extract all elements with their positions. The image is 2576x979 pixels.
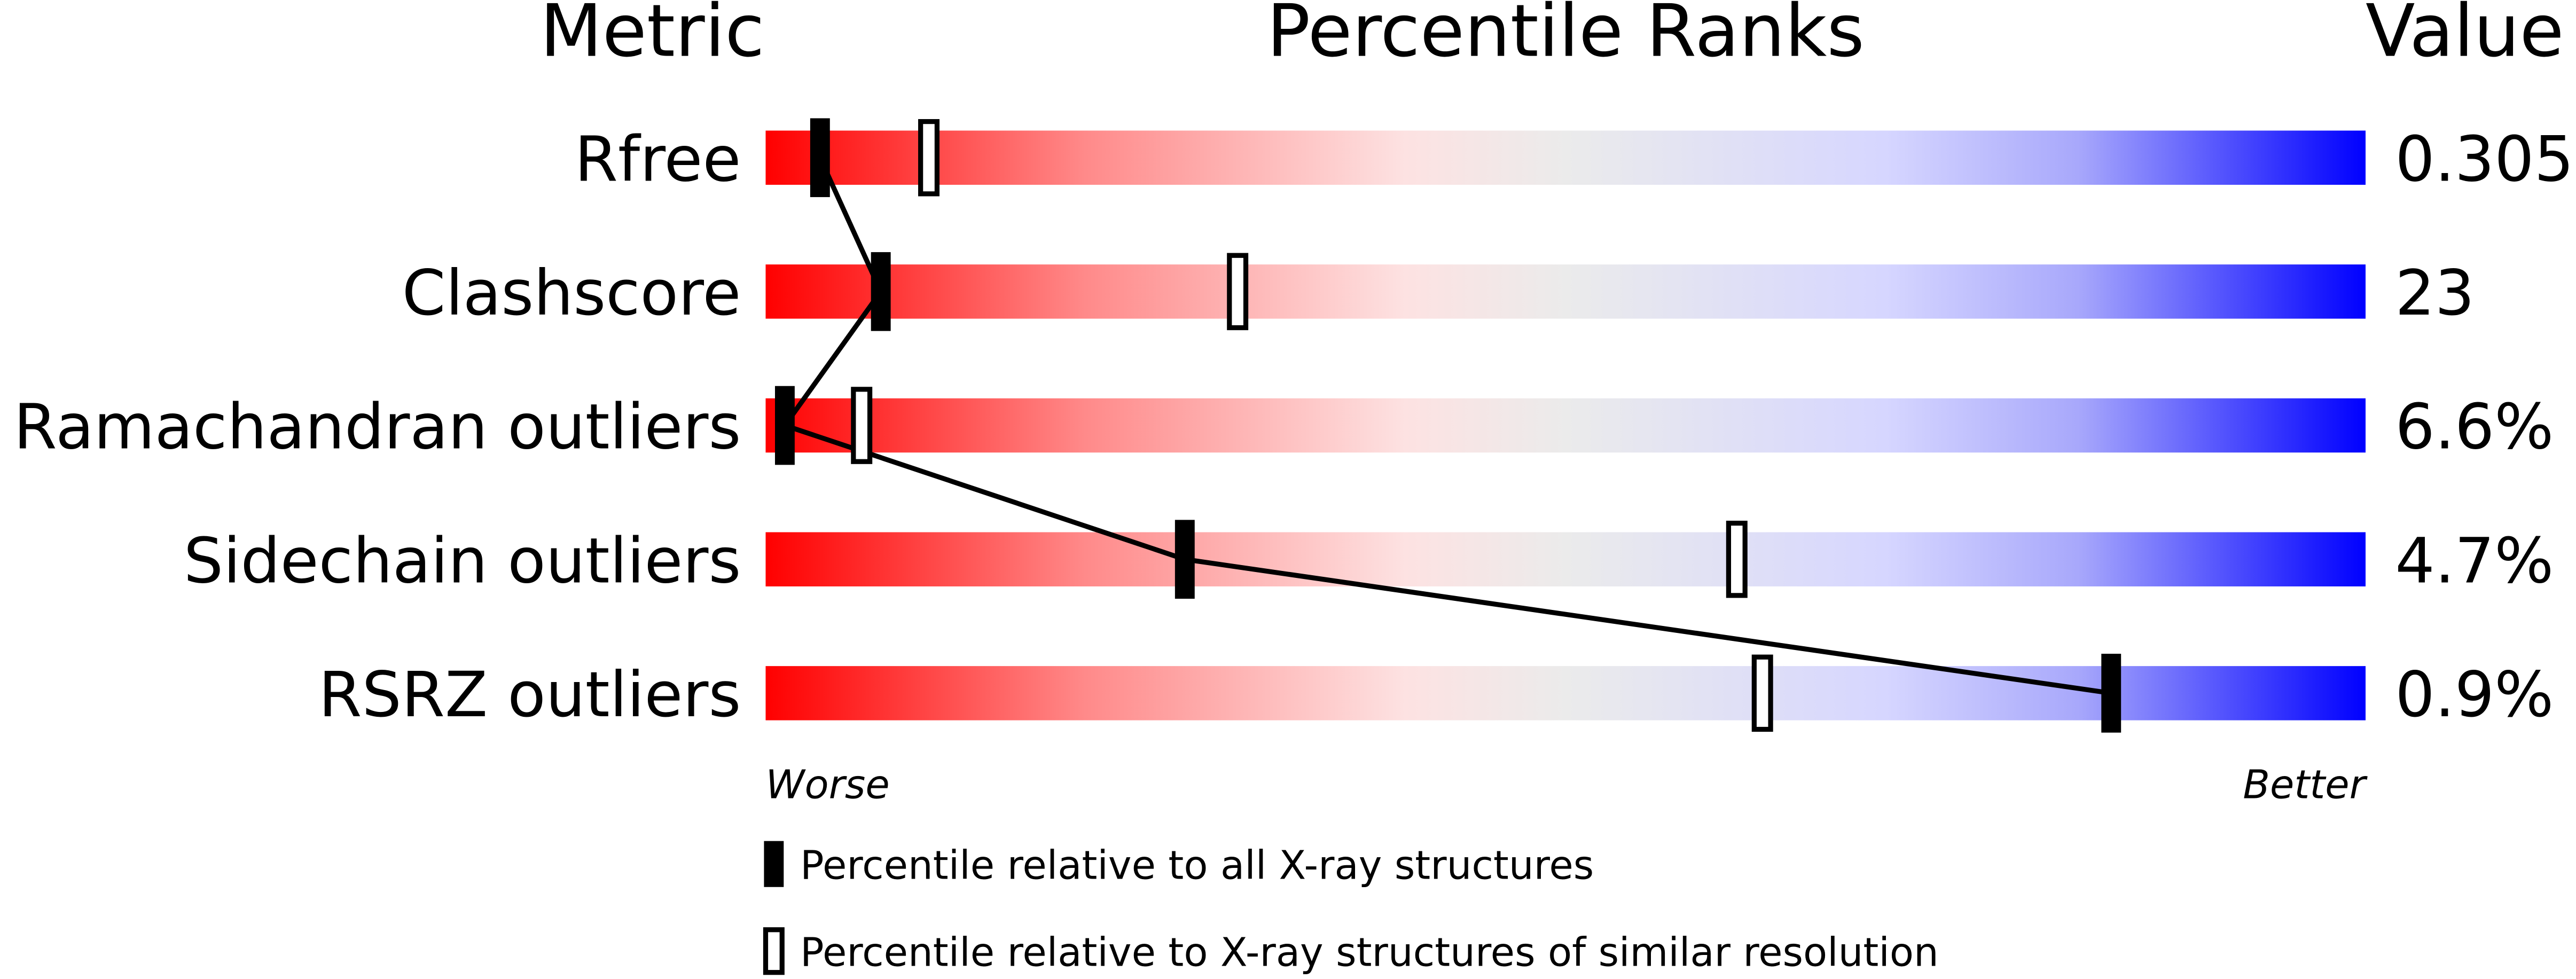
header-ranks: Percentile Ranks [1267, 0, 1865, 73]
marker-all [871, 252, 891, 331]
percentile-bar [765, 666, 2366, 720]
header-metric: Metric [540, 0, 765, 73]
marker-similar [1726, 520, 1748, 598]
percentile-bar [765, 398, 2366, 453]
legend-label: Percentile relative to all X-ray structu… [800, 842, 1594, 888]
legend-swatch [763, 927, 785, 975]
marker-similar [1227, 253, 1249, 331]
worse-label: Worse [765, 762, 889, 808]
marker-all [1175, 520, 1195, 599]
percentile-bar [765, 532, 2366, 586]
better-label: Better [2243, 762, 2368, 808]
metric-value: 4.7% [2395, 524, 2554, 597]
metric-label: Clashscore [402, 257, 741, 330]
percentile-bar [765, 264, 2366, 319]
marker-all [2101, 654, 2121, 733]
metric-value: 23 [2395, 257, 2475, 330]
metric-value: 0.305 [2395, 123, 2574, 195]
marker-similar [1751, 654, 1773, 732]
metric-label: Sidechain outliers [184, 524, 741, 597]
marker-all [810, 118, 830, 198]
marker-all [774, 386, 795, 465]
metric-label: Ramachandran outliers [13, 391, 741, 464]
metric-value: 0.9% [2395, 659, 2554, 731]
marker-similar [851, 387, 873, 464]
legend-label: Percentile relative to X-ray structures … [800, 929, 1939, 975]
marker-similar [918, 119, 940, 197]
percentile-bar [765, 130, 2366, 185]
metric-value: 6.6% [2395, 391, 2554, 464]
header-value: Value [2366, 0, 2564, 73]
metric-label: Rfree [575, 123, 741, 195]
metric-label: RSRZ outliers [318, 659, 741, 731]
legend-swatch [764, 841, 784, 887]
